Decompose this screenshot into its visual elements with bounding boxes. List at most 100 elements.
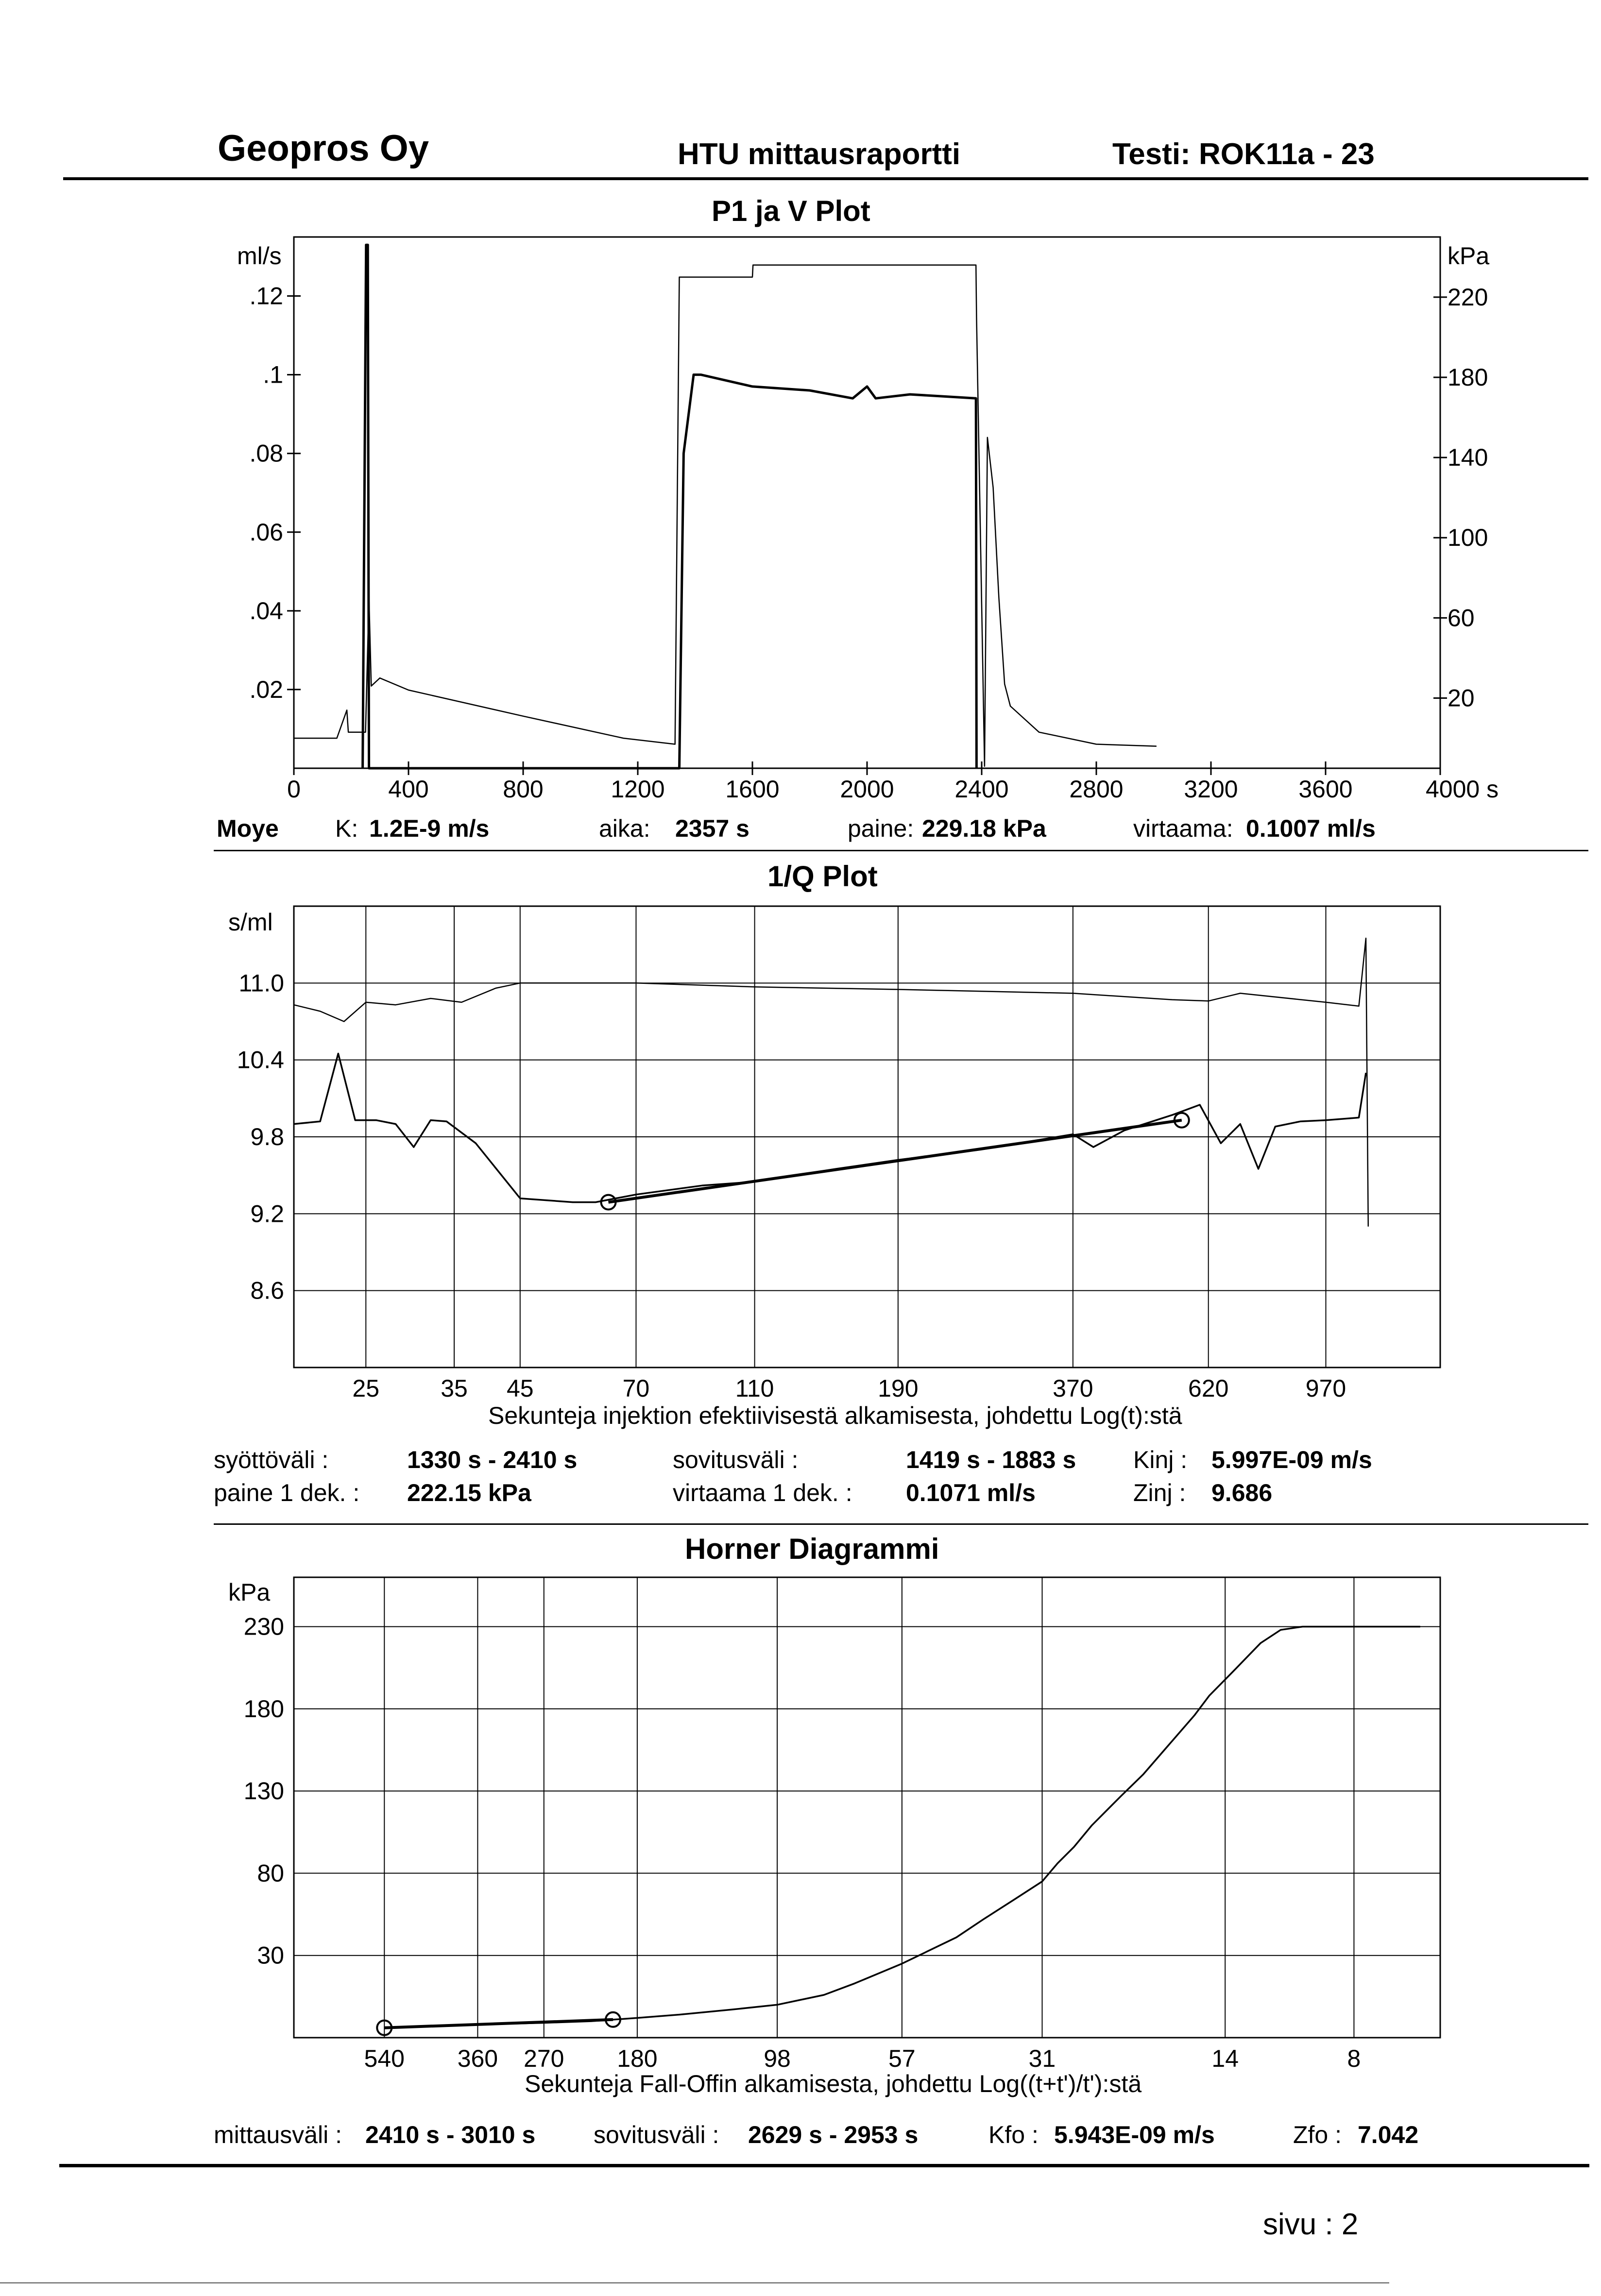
plot2-x-tick-label: 45 (507, 1375, 534, 1402)
plot3-data-line (384, 1625, 1420, 2029)
plot1-k-label: K: (335, 815, 358, 842)
plot1-paine-value: 229.18 kPa (922, 815, 1046, 842)
plot2-x-tick-label: 35 (441, 1375, 468, 1402)
plot1-virtaama-label: virtaama: (1133, 815, 1233, 842)
plot2-paine-value: 222.15 kPa (407, 1479, 531, 1506)
plot2-syotto-label: syöttöväli : (214, 1446, 329, 1473)
plot1-x-tick-label: 0 (287, 776, 301, 803)
plot1-left-tick-label: .02 (249, 676, 283, 703)
plot2-paine-label: paine 1 dek. : (214, 1479, 360, 1506)
plot1-x-tick-label: 400 (388, 776, 428, 803)
bottom-edge-rule (0, 2282, 1389, 2283)
plot1-aika-label: aika: (599, 815, 650, 842)
plot2-fit-marker (1173, 1112, 1190, 1129)
plot1-x-tick-label: 1200 (611, 776, 664, 803)
plot1-method: Moye (217, 815, 279, 842)
plot3-sovitus-label: sovitusväli : (594, 2121, 719, 2148)
plot2-x-tick-label: 970 (1306, 1375, 1346, 1402)
plot1-x-tick-label: 1600 (725, 776, 779, 803)
plot2-sovitus-label: sovitusväli : (673, 1446, 799, 1473)
plot3-fit-marker (376, 2019, 393, 2036)
plot2-x-tick-label: 70 (623, 1375, 650, 1402)
plot3-y-tick-label: 230 (244, 1613, 284, 1640)
plot2-fit-marker (600, 1194, 617, 1211)
plot1-title: P1 ja V Plot (712, 195, 870, 227)
plot1-x-tick-label: 4000 s (1426, 776, 1499, 803)
plot1-right-tick-label: 100 (1448, 524, 1488, 551)
plot2-data-line (293, 1052, 1367, 1203)
plot2-x-tick-label: 370 (1053, 1375, 1093, 1402)
plot2-y-tick-label: 8.6 (250, 1277, 284, 1304)
plot3-y-unit: kPa (228, 1579, 271, 1606)
plot1-rule (214, 850, 1588, 851)
plot1-paine-label: paine: (848, 815, 914, 842)
plot3-fit-marker (604, 2011, 621, 2028)
plot1-right-tick-label: 140 (1448, 444, 1488, 471)
test-id: Testi: ROK11a - 23 (1112, 137, 1375, 171)
plot2-virtaama-label: virtaama 1 dek. : (673, 1479, 852, 1506)
plot3-y-tick-label: 30 (257, 1942, 284, 1969)
plot2-upper-line (293, 937, 1369, 1227)
plot3-x-tick-label: 31 (1029, 2045, 1056, 2072)
plot1-k-value: 1.2E-9 m/s (369, 815, 490, 842)
plot3-title: Horner Diagrammi (685, 1533, 939, 1565)
plot2-y-tick-label: 11.0 (238, 969, 284, 996)
footer-rule (59, 2164, 1589, 2167)
plot2-kinj-value: 5.997E-09 m/s (1211, 1446, 1372, 1473)
plot3-x-tick-label: 270 (524, 2045, 564, 2072)
plot3-x-tick-label: 98 (764, 2045, 791, 2072)
company-name: Geopros Oy (218, 128, 429, 169)
plot1-left-tick-label: .12 (249, 283, 283, 310)
plot2-y-tick-label: 10.4 (237, 1047, 284, 1074)
plot1-x-tick-label: 2800 (1069, 776, 1123, 803)
plot3-x-tick-label: 180 (617, 2045, 657, 2072)
plot2-syotto-value: 1330 s - 2410 s (407, 1446, 578, 1473)
plot3-mittaus-label: mittausväli : (214, 2121, 342, 2148)
plot2-rule (214, 1523, 1588, 1525)
plot1-right-unit: kPa (1448, 242, 1490, 270)
plot2-x-tick-label: 620 (1188, 1375, 1228, 1402)
plot1-left-unit: ml/s (237, 242, 282, 270)
plot2-x-tick-label: 25 (352, 1375, 379, 1402)
plot1-right-tick-label: 60 (1448, 604, 1475, 631)
plot3-x-tick-label: 14 (1211, 2045, 1239, 2072)
plot1-right-tick-label: 180 (1448, 364, 1488, 391)
plot2-xlabel: Sekunteja injektion efektiivisestä alkam… (488, 1402, 1182, 1429)
plot1-x-tick-label: 3600 (1298, 776, 1352, 803)
plot2-zinj-value: 9.686 (1211, 1479, 1273, 1506)
plot1-virtaama-value: 0.1007 ml/s (1246, 815, 1376, 842)
plot2-sovitus-value: 1419 s - 1883 s (906, 1446, 1076, 1473)
plot1-left-tick-label: .1 (263, 361, 283, 388)
plot2-virtaama-value: 0.1071 ml/s (906, 1479, 1036, 1506)
plot1-left-tick-label: .08 (249, 440, 283, 467)
plot3-y-tick-label: 80 (257, 1859, 284, 1887)
plot2-fit-line (608, 1118, 1182, 1204)
plot3-kfo-value: 5.943E-09 m/s (1054, 2121, 1215, 2148)
report-title: HTU mittausraportti (678, 137, 961, 171)
plot1-left-tick-label: .04 (249, 597, 283, 625)
plot2-y-tick-label: 9.2 (250, 1200, 284, 1227)
header-rule (63, 177, 1588, 180)
plot1-aika-value: 2357 s (675, 815, 749, 842)
plot3-y-tick-label: 180 (244, 1695, 284, 1722)
plot2-y-unit: s/ml (228, 909, 273, 936)
plot1-right-tick-label: 20 (1448, 685, 1475, 712)
plot1-x-tick-label: 2400 (954, 776, 1008, 803)
plot3-y-tick-label: 130 (244, 1777, 284, 1805)
plot3-zfo-value: 7.042 (1358, 2121, 1419, 2148)
plot3-x-tick-label: 8 (1347, 2045, 1361, 2072)
plot1-frame (293, 236, 1441, 769)
plot3-xlabel: Sekunteja Fall-Offin alkamisesta, johdet… (525, 2070, 1142, 2097)
plot1-flow-line (361, 243, 978, 770)
plot3-x-tick-label: 540 (364, 2045, 405, 2072)
plot1-x-tick-label: 3200 (1184, 776, 1238, 803)
plot3-sovitus-value: 2629 s - 2953 s (748, 2121, 919, 2148)
plot3-mittaus-value: 2410 s - 3010 s (365, 2121, 536, 2148)
plot2-title: 1/Q Plot (767, 860, 878, 893)
plot2-kinj-label: Kinj : (1133, 1446, 1188, 1473)
plot3-x-tick-label: 360 (458, 2045, 498, 2072)
page-number: sivu : 2 (1263, 2208, 1359, 2241)
plot3-frame (293, 1576, 1441, 2039)
plot2-x-tick-label: 110 (735, 1375, 774, 1402)
